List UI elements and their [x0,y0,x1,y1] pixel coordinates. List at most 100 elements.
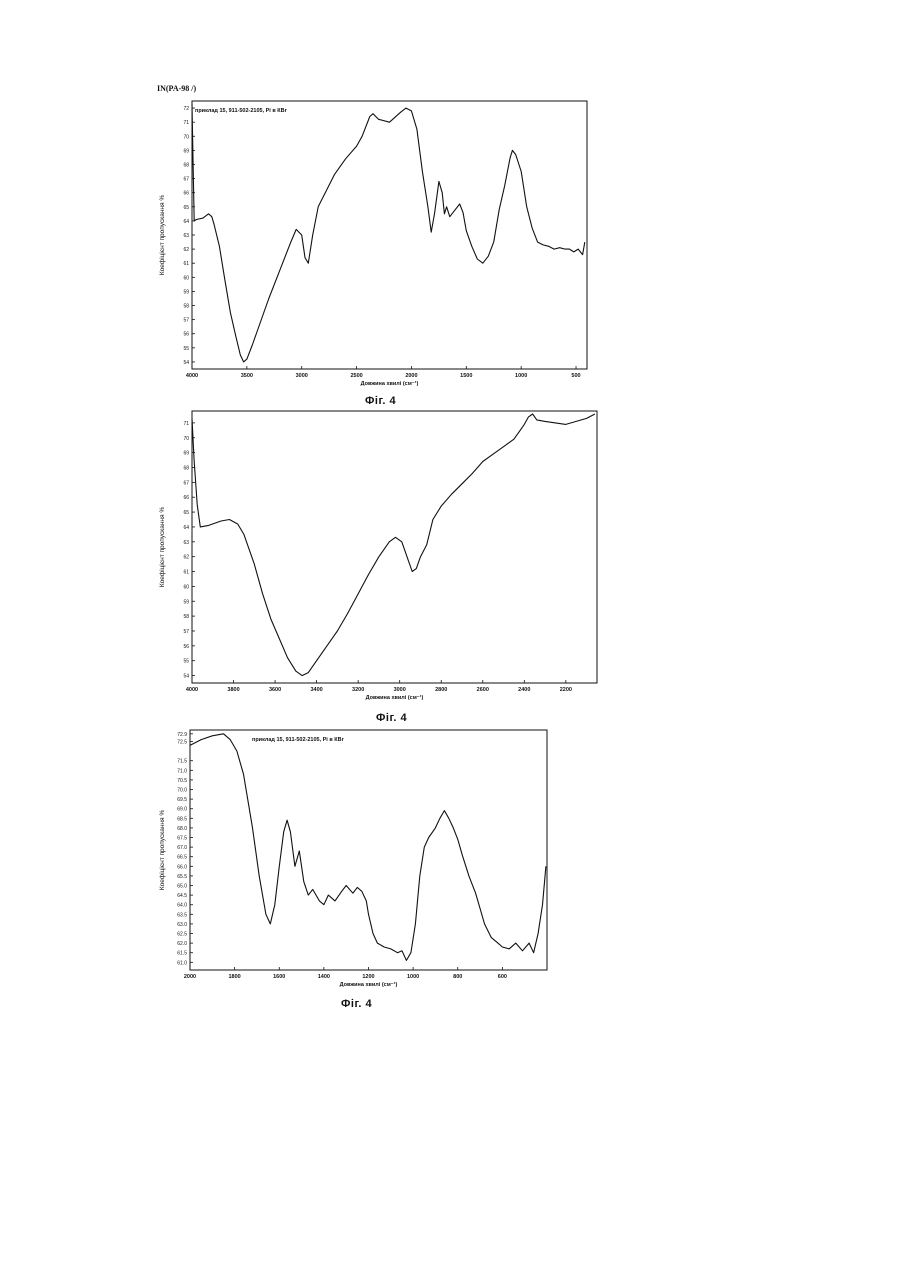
spectrum-line [192,104,585,362]
x-tick-label: 2200 [560,687,572,693]
x-tick-label: 500 [571,373,580,379]
y-tick-label: 65.0 [177,884,187,890]
y-tick-label: 71.5 [177,759,187,765]
y-tick-label: 55 [183,346,189,352]
plot-frame [192,101,587,369]
spectrum-line [192,414,595,676]
plot-frame [192,411,597,683]
y-tick-label: 66.5 [177,855,187,861]
chart-title: приклад 15, 911-502-2105, Рі в КВr [195,108,288,114]
y-tick-label: 70 [183,436,189,442]
y-tick-label: 59 [183,599,189,605]
x-tick-label: 3200 [352,687,364,693]
y-axis-label: Коефіцієнт пропускання % [158,195,166,275]
x-axis-label: Довжина хвилі (см⁻¹) [361,380,419,387]
y-tick-label: 68.0 [177,826,187,832]
y-tick-label: 66.0 [177,864,187,870]
x-tick-label: 2800 [435,687,447,693]
y-tick-label: 64.5 [177,893,187,899]
y-tick-label: 65.5 [177,874,187,880]
y-tick-label: 59 [183,289,189,295]
ir-spectrum-chart-1: 54 55 56 57 58 59 60 61 62 63 64 65 66 67 68 69 70 71 72 40… [150,96,595,388]
x-tick-label: 3000 [394,687,406,693]
x-tick-label: 2600 [477,687,489,693]
x-tick-label: 1000 [407,974,419,980]
y-tick-label: 62 [183,247,189,253]
y-tick-label: 55 [183,659,189,665]
y-tick-label: 64.0 [177,903,187,909]
y-tick-label: 72.9 [177,732,187,738]
x-tick-label: 1800 [229,974,241,980]
y-tick-label: 67 [183,480,189,486]
y-tick-label: 56 [183,332,189,338]
y-tick-label: 60 [183,584,189,590]
y-tick-label: 54 [183,360,189,366]
y-tick-label: 71.0 [177,768,187,774]
x-tick-label: 3500 [241,373,253,379]
y-tick-label: 57 [183,629,189,635]
y-tick-label: 56 [183,644,189,650]
y-tick-label: 64 [183,219,189,225]
y-tick-label: 69 [183,148,189,154]
y-tick-label: 62.5 [177,932,187,938]
y-tick-label: 61.0 [177,960,187,966]
plot-frame [190,730,547,970]
y-tick-label: 66 [183,495,189,501]
x-tick-label: 2400 [518,687,530,693]
y-tick-label: 62.0 [177,941,187,947]
y-tick-label: 68 [183,162,189,168]
x-tick-label: 4000 [186,373,198,379]
x-tick-label: 1600 [273,974,285,980]
x-tick-label: 1400 [318,974,330,980]
y-tick-label: 64 [183,525,189,531]
y-tick-label: 61 [183,570,189,576]
y-tick-label: 67 [183,177,189,183]
y-axis-label: Коефіцієнт пропускання % [158,507,166,587]
x-tick-label: 600 [498,974,507,980]
y-axis-label: Коефіцієнт пропускання % [158,810,166,890]
x-tick-label: 3800 [227,687,239,693]
x-tick-label: 2500 [350,373,362,379]
y-tick-label: 54 [183,674,189,680]
y-tick-label: 61 [183,261,189,267]
figure-caption-2: Фіг. 4 [376,712,407,724]
y-tick-label: 63.5 [177,912,187,918]
page-header-code: IN(PA-98 /) [157,84,196,93]
y-tick-label: 65 [183,510,189,516]
y-tick-label: 63 [183,540,189,546]
figure-caption-1: Фіг. 4 [365,395,396,407]
y-tick-label: 71 [183,120,189,126]
x-axis-label: Довжина хвилі (см⁻¹) [366,694,424,701]
spectrum-line [190,734,546,961]
x-tick-label: 3000 [296,373,308,379]
y-tick-label: 58 [183,614,189,620]
y-tick-label: 65 [183,205,189,211]
y-tick-label: 67.0 [177,845,187,851]
y-tick-label: 66 [183,191,189,197]
x-tick-label: 3400 [310,687,322,693]
y-tick-label: 62 [183,555,189,561]
y-tick-label: 67.5 [177,836,187,842]
y-tick-label: 72.5 [177,740,187,746]
x-axis-label: Довжина хвилі (см⁻¹) [340,981,398,988]
y-tick-label: 60 [183,275,189,281]
y-tick-label: 68.5 [177,816,187,822]
ir-spectrum-chart-3: 72.972.571.571.070.570.069.569.068.568.0… [150,725,555,990]
y-tick-label: 61.5 [177,951,187,957]
y-tick-label: 70.5 [177,778,187,784]
y-tick-label: 69.5 [177,797,187,803]
x-tick-label: 2000 [184,974,196,980]
chart-title: приклад 15, 911-502-2105, Рі в КВr [252,737,345,743]
y-tick-label: 63 [183,233,189,239]
y-tick-label: 57 [183,318,189,324]
y-tick-label: 69 [183,451,189,457]
y-tick-label: 68 [183,465,189,471]
y-tick-label: 58 [183,304,189,310]
y-tick-label: 72 [183,106,189,112]
x-tick-label: 4000 [186,687,198,693]
x-tick-label: 1500 [460,373,472,379]
x-tick-label: 2000 [405,373,417,379]
x-tick-label: 1000 [515,373,527,379]
y-tick-label: 70 [183,134,189,140]
y-tick-label: 70.0 [177,788,187,794]
